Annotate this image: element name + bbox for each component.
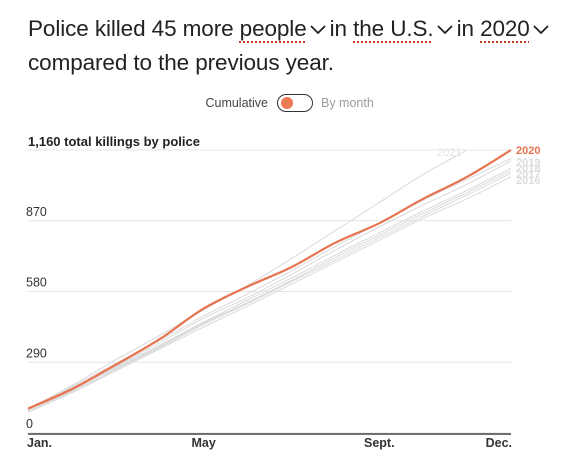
series-line-2014 bbox=[27, 176, 512, 413]
end-label-2016: 2016 bbox=[516, 175, 540, 187]
y-tick-label: 0 bbox=[26, 417, 33, 431]
x-axis: Jan. May Sept. Dec. bbox=[27, 433, 512, 450]
chart-title: 1,160 total killings by police bbox=[28, 134, 200, 149]
y-tick-label: 580 bbox=[26, 276, 47, 290]
series-line-2017 bbox=[27, 158, 512, 410]
series-line-2015 bbox=[27, 172, 512, 412]
series-line-2016 bbox=[27, 167, 512, 411]
series-lines bbox=[27, 149, 512, 413]
by-month-label[interactable]: By month bbox=[321, 96, 374, 110]
location-dropdown[interactable]: the U.S. bbox=[353, 16, 434, 41]
end-label-2019: 2019 bbox=[516, 157, 540, 169]
category-dropdown[interactable]: people bbox=[239, 16, 307, 41]
chevron-down-icon[interactable] bbox=[436, 25, 453, 35]
headline-prefix: Police killed 45 more bbox=[28, 16, 234, 41]
x-tick-label: Dec. bbox=[486, 436, 512, 450]
x-tick-label: May bbox=[191, 436, 215, 450]
view-toggle-row: Cumulative By month bbox=[0, 94, 564, 114]
headline-middle: in bbox=[329, 16, 347, 41]
headline-suffix: compared to the previous year. bbox=[28, 50, 334, 75]
y-tick-label: 290 bbox=[26, 346, 47, 360]
y-axis-labels: 0 290 580 870 bbox=[26, 205, 47, 431]
end-label-2018: 2018 bbox=[516, 163, 540, 175]
chevron-down-icon[interactable] bbox=[533, 25, 549, 35]
end-label-2021: 2021 bbox=[437, 147, 461, 159]
x-tick-label: Jan. bbox=[27, 436, 52, 450]
series-line-2018 bbox=[27, 170, 512, 411]
end-label-2017: 2017 bbox=[516, 169, 540, 181]
cumulative-label[interactable]: Cumulative bbox=[205, 96, 268, 110]
series-line-2020 bbox=[27, 149, 512, 410]
chevron-down-icon[interactable] bbox=[309, 25, 326, 35]
y-tick-label: 870 bbox=[26, 205, 47, 219]
toggle-knob bbox=[281, 97, 293, 109]
headline: Police killed 45 more people in the U.S. i… bbox=[28, 12, 558, 80]
year-dropdown[interactable]: 2020 bbox=[480, 16, 530, 41]
x-tick-label: Sept. bbox=[364, 436, 395, 450]
view-toggle-switch[interactable] bbox=[277, 94, 313, 112]
series-line-2021 bbox=[27, 149, 468, 410]
end-label-2020: 2020 bbox=[516, 145, 540, 157]
headline-in: in bbox=[456, 16, 474, 41]
